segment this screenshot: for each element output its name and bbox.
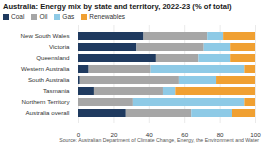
html-text:Australia: Energy mix by state: Australia: Energy mix by state and terri… (3, 2, 232, 11)
svg-text:Queensland: Queensland (36, 54, 70, 61)
svg-text:0: 0 (77, 131, 81, 137)
html-text:Gas: Gas (62, 13, 75, 20)
svg-text:40: 40 (146, 131, 153, 137)
svg-text:New South Wales: New South Wales (21, 32, 70, 39)
svg-text:South Australia: South Australia (28, 76, 70, 83)
svg-text:100: 100 (250, 131, 261, 137)
svg-text:80: 80 (217, 131, 224, 137)
svg-text:60: 60 (181, 131, 188, 137)
html-text:Coal: Coal (11, 13, 25, 20)
svg-text:Northern Territory: Northern Territory (21, 98, 70, 105)
svg-text:Tasmania: Tasmania (43, 87, 70, 94)
svg-text:Victoria: Victoria (49, 43, 70, 50)
svg-text:20: 20 (110, 131, 117, 137)
html-text:Renewables: Renewables (89, 13, 125, 20)
html-text:Source: Australian Department: Source: Australian Department of Climate… (59, 137, 259, 143)
html-text:Oil: Oil (39, 13, 48, 20)
svg-text:Australia overall: Australia overall (25, 109, 69, 116)
svg-text:Western Australia: Western Australia (21, 65, 70, 72)
